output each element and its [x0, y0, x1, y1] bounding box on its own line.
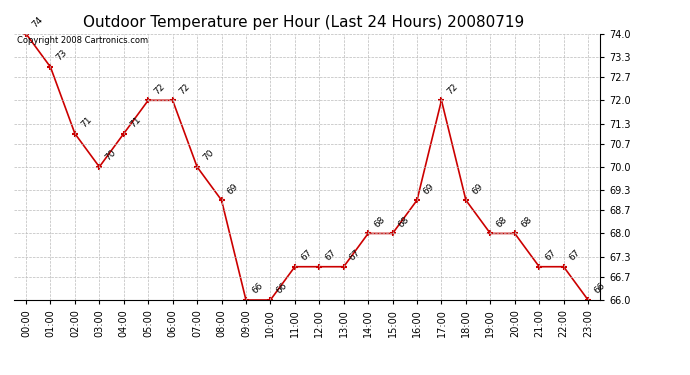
Text: 67: 67	[299, 248, 313, 262]
Text: Copyright 2008 Cartronics.com: Copyright 2008 Cartronics.com	[17, 36, 148, 45]
Text: 72: 72	[177, 82, 191, 96]
Text: Outdoor Temperature per Hour (Last 24 Hours) 20080719: Outdoor Temperature per Hour (Last 24 Ho…	[83, 15, 524, 30]
Text: 66: 66	[250, 281, 265, 296]
Text: 68: 68	[495, 215, 509, 229]
Text: 67: 67	[543, 248, 558, 262]
Text: 66: 66	[592, 281, 607, 296]
Text: 74: 74	[30, 15, 45, 30]
Text: 70: 70	[104, 148, 118, 163]
Text: 68: 68	[373, 215, 387, 229]
Text: 73: 73	[55, 48, 69, 63]
Text: 69: 69	[421, 182, 435, 196]
Text: 67: 67	[348, 248, 362, 262]
Text: 67: 67	[324, 248, 338, 262]
Text: 71: 71	[79, 115, 94, 129]
Text: 72: 72	[446, 82, 460, 96]
Text: 68: 68	[397, 215, 411, 229]
Text: 70: 70	[201, 148, 216, 163]
Text: 67: 67	[568, 248, 582, 262]
Text: 68: 68	[519, 215, 533, 229]
Text: 66: 66	[275, 281, 289, 296]
Text: 69: 69	[226, 182, 240, 196]
Text: 71: 71	[128, 115, 142, 129]
Text: 72: 72	[152, 82, 167, 96]
Text: 69: 69	[470, 182, 484, 196]
